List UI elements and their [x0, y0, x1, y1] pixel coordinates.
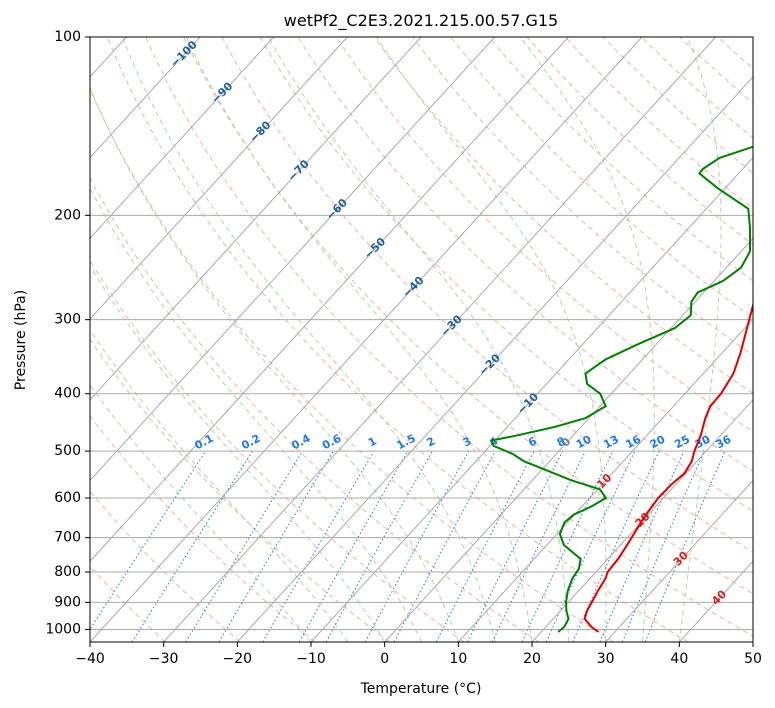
moist-adiabat-line — [519, 37, 655, 642]
isotherm-line — [605, 479, 753, 642]
mixing-ratio-line — [599, 450, 685, 642]
dry-adiabat-line — [412, 37, 753, 356]
isotherm-line — [90, 37, 422, 401]
mixing-ratio-label: 16 — [623, 433, 643, 452]
isotherm-line — [384, 237, 753, 642]
mixing-ratio-line — [90, 450, 207, 631]
dry-adiabat-line — [259, 37, 753, 512]
mixing-ratio-line — [131, 450, 254, 642]
isotherm-line — [310, 156, 753, 642]
mixing-ratio-line — [325, 450, 433, 642]
y-tick-label: 700 — [54, 530, 81, 546]
x-axis: −40 −30 −20 −10 0 10 20 30 40 50 — [75, 642, 762, 667]
x-axis-title: Temperature (°C) — [360, 681, 482, 697]
temperature-line — [583, 301, 753, 633]
mixing-ratio-label: 30 — [693, 433, 713, 452]
isotherm-line — [90, 37, 643, 642]
dry-adiabat-line — [297, 37, 753, 472]
y-tick-label: 900 — [54, 594, 81, 610]
isotherm-line — [90, 37, 569, 563]
x-tick-label: −10 — [296, 651, 326, 667]
isotherm-line — [457, 318, 753, 642]
isotherm-line — [531, 399, 753, 642]
moist-adiabat-line — [267, 37, 570, 642]
dry-adiabat-line — [90, 259, 465, 642]
dry-adiabat-line — [603, 37, 753, 174]
x-tick-label: 50 — [744, 651, 762, 667]
mixing-ratio-line — [467, 450, 564, 642]
y-tick-label: 300 — [54, 312, 81, 328]
y-tick-label: 600 — [54, 490, 81, 506]
mixing-ratio-label: 13 — [601, 433, 621, 452]
mixing-ratio-label: 20 — [648, 432, 668, 451]
dry-adiabat-line — [335, 37, 753, 433]
dry-adiabat-line — [145, 37, 753, 637]
isotherm-line — [90, 37, 348, 320]
mixing-ratio-label: 36 — [714, 433, 734, 452]
moist-adiabat-line — [678, 37, 722, 642]
moist-adiabat-line — [375, 37, 607, 642]
moist-adiabat-line — [90, 264, 386, 642]
y-axis-title: Pressure (hPa) — [13, 290, 29, 390]
profiles — [489, 145, 753, 633]
isotherm-line — [236, 76, 753, 642]
y-axis: 100 200 300 400 500 600 700 800 900 1000 — [45, 29, 90, 637]
moist-adiabat-line — [90, 86, 459, 642]
isotherm-line — [163, 37, 717, 642]
dry-adiabat-line — [183, 37, 753, 595]
mixing-ratio-line — [621, 450, 705, 642]
x-tick-label: 30 — [597, 651, 615, 667]
moist-adiabat-line — [121, 37, 496, 642]
dry-adiabat-line — [221, 37, 753, 553]
mixing-ratio-label: 10 — [574, 432, 594, 451]
dry-adiabat-line — [374, 37, 753, 394]
background-lines — [90, 37, 753, 642]
isotherm-line — [90, 37, 201, 159]
x-tick-label: 20 — [523, 651, 541, 667]
dewpoint-line — [489, 145, 753, 633]
y-tick-label: 400 — [54, 386, 81, 402]
moist-adiabat-line — [90, 187, 422, 642]
y-tick-label: 1000 — [45, 621, 81, 637]
y-tick-label: 800 — [54, 564, 81, 580]
x-tick-label: 0 — [380, 651, 389, 667]
y-tick-label: 100 — [54, 29, 81, 45]
isotherm-line — [90, 37, 275, 240]
x-tick-label: −40 — [75, 651, 105, 667]
mixing-ratio-line — [572, 450, 660, 642]
dry-adiabat-line — [106, 37, 689, 642]
y-tick-label: 500 — [54, 443, 81, 459]
x-tick-label: 10 — [449, 651, 467, 667]
y-tick-label: 200 — [54, 207, 81, 223]
mixing-ratio-line — [185, 450, 304, 642]
mixing-ratio-line — [364, 450, 470, 642]
isotherm-line — [90, 37, 496, 482]
mixing-ratio-label: 25 — [672, 433, 692, 452]
plot-frame — [89, 36, 754, 643]
mixing-ratio-line — [393, 450, 496, 642]
dry-adiabat-line — [90, 490, 241, 642]
chart-title: wetPf2_C2E3.2021.215.00.57.G15 — [284, 11, 558, 31]
x-tick-label: 40 — [670, 651, 688, 667]
x-tick-label: −30 — [149, 651, 179, 667]
x-tick-label: −20 — [223, 651, 253, 667]
